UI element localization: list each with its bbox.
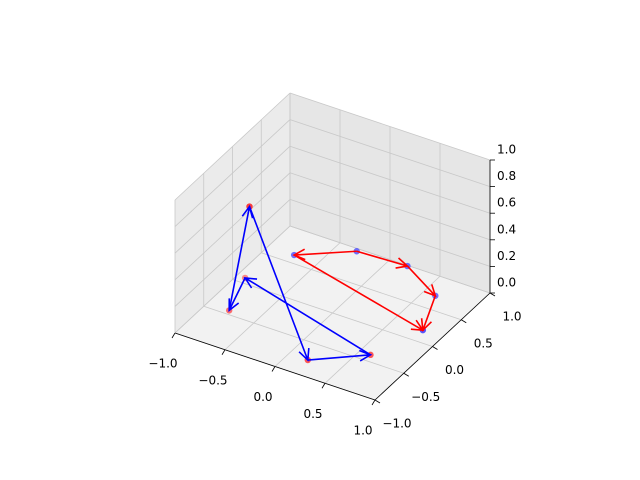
- z-tick-label: 0.2: [497, 249, 516, 263]
- grid-line: [174, 145, 291, 254]
- tick-mark: [489, 292, 496, 297]
- z-tick-label: 0.0: [497, 276, 516, 290]
- grid-line: [174, 172, 291, 281]
- arrow: [228, 277, 246, 313]
- x-tick-label: 0.5: [303, 407, 322, 421]
- x-tick-label: −0.5: [198, 373, 227, 387]
- grid-line: [174, 199, 291, 307]
- grid-line: [174, 225, 291, 334]
- grid-line: [289, 172, 491, 241]
- x-tick-label: 1.0: [353, 424, 372, 438]
- y-axis-line: [374, 292, 491, 401]
- grid-line: [289, 225, 491, 294]
- tick-mark: [371, 399, 376, 406]
- y-tick-label: −1.0: [382, 417, 411, 431]
- z-tick-label: 0.6: [497, 196, 516, 210]
- tick-mark: [171, 332, 176, 339]
- y-tick-label: −0.5: [411, 390, 440, 404]
- tick-mark: [461, 319, 467, 324]
- grid-line: [289, 119, 491, 187]
- grid-line: [261, 252, 462, 321]
- tick-mark: [432, 346, 438, 350]
- x-tick-label: −1.0: [148, 357, 177, 371]
- tick-mark: [374, 399, 381, 404]
- x-tick-label: 0.0: [253, 390, 272, 404]
- y-tick-label: 0.5: [474, 336, 493, 350]
- tick-mark: [321, 383, 326, 389]
- grid-line: [289, 92, 491, 161]
- y-tick-label: 1.0: [502, 310, 521, 324]
- tick-mark: [221, 349, 226, 355]
- grid-line: [289, 199, 491, 267]
- grid-line: [174, 119, 291, 227]
- z-tick-label: 1.0: [497, 143, 516, 157]
- grid-line: [174, 92, 291, 201]
- z-tick-label: 0.8: [497, 169, 516, 183]
- arrow: [293, 254, 425, 332]
- tick-mark: [403, 372, 409, 377]
- z-tick-label: 0.4: [497, 222, 516, 236]
- y-tick-label: 0.0: [445, 363, 464, 377]
- x-axis-line: [174, 332, 376, 401]
- tick-mark: [271, 366, 276, 372]
- grid-line: [203, 305, 404, 374]
- grid-line: [289, 145, 491, 214]
